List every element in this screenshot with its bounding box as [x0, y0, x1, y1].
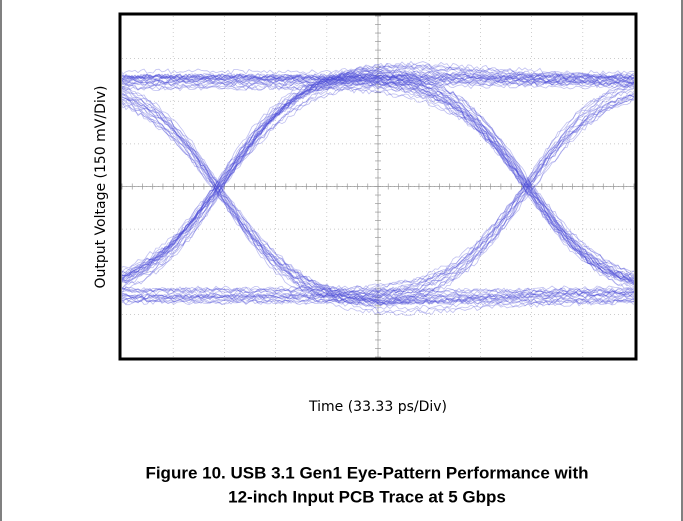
- eye-trace: [122, 79, 634, 280]
- x-axis-label: Time (33.33 ps/Div): [308, 399, 447, 415]
- eye-trace: [122, 90, 634, 316]
- eye-trace: [122, 74, 634, 82]
- eye-trace: [122, 71, 634, 283]
- eye-trace: [122, 69, 634, 281]
- eye-trace: [122, 98, 634, 306]
- eye-trace: [122, 74, 634, 82]
- eye-trace: [122, 78, 634, 285]
- eye-trace: [122, 93, 634, 305]
- eye-trace: [122, 68, 634, 284]
- eye-trace: [122, 98, 634, 299]
- eye-trace: [122, 299, 634, 306]
- eye-trace: [122, 73, 634, 286]
- eye-trace: [122, 101, 634, 305]
- plot-frame: [118, 12, 638, 361]
- eye-trace: [122, 74, 634, 285]
- eye-trace: [122, 73, 634, 80]
- eye-trace: [122, 73, 634, 287]
- eye-trace: [122, 70, 634, 269]
- eye-trace: [122, 73, 634, 283]
- eye-trace: [122, 72, 634, 80]
- eye-trace: [122, 98, 634, 295]
- eye-trace: [122, 76, 634, 275]
- eye-trace: [122, 101, 634, 306]
- eye-trace: [122, 77, 634, 277]
- y-axis-label: Output Voltage (150 mV/Div): [93, 85, 109, 288]
- eye-trace: [122, 84, 634, 277]
- eye-trace: [122, 64, 634, 279]
- eye-trace: [122, 292, 634, 300]
- eye-trace: [122, 77, 634, 281]
- eye-trace: [122, 74, 634, 285]
- eye-trace: [122, 94, 634, 304]
- eye-trace: [122, 293, 634, 300]
- eye-trace: [122, 80, 634, 87]
- eye-trace: [122, 88, 634, 311]
- eye-trace: [122, 82, 634, 300]
- eye-trace: [122, 86, 634, 301]
- eye-trace: [122, 68, 634, 286]
- eye-trace: [122, 94, 634, 292]
- eye-trace: [122, 87, 634, 302]
- eye-trace: [122, 297, 634, 304]
- eye-trace: [122, 83, 634, 90]
- eye-trace: [122, 70, 634, 281]
- eye-trace: [122, 75, 634, 83]
- eye-trace: [122, 73, 634, 279]
- eye-trace: [122, 93, 634, 314]
- eye-trace: [122, 291, 634, 298]
- eye-trace: [122, 78, 634, 85]
- eye-trace: [122, 67, 634, 285]
- eye-trace: [122, 92, 634, 301]
- scope-grid: [121, 15, 635, 358]
- eye-trace: [122, 77, 634, 85]
- eye-trace: [122, 62, 634, 281]
- eye-trace: [122, 82, 634, 304]
- eye-trace: [122, 68, 634, 288]
- eye-trace: [122, 99, 634, 302]
- eye-trace: [122, 287, 634, 294]
- eye-trace: [122, 74, 634, 81]
- eye-trace: [122, 80, 634, 88]
- eye-trace: [122, 74, 634, 282]
- eye-trace: [122, 80, 634, 87]
- eye-trace: [122, 295, 634, 303]
- eye-trace: [122, 64, 634, 283]
- eye-trace: [122, 60, 634, 278]
- eye-trace: [122, 73, 634, 80]
- eye-trace: [122, 96, 634, 305]
- eye-trace: [122, 294, 634, 301]
- eye-trace: [122, 78, 634, 85]
- eye-trace: [122, 82, 634, 279]
- eye-trace: [122, 97, 634, 297]
- eye-trace: [122, 96, 634, 293]
- eye-trace: [122, 94, 634, 296]
- eye-trace: [122, 65, 634, 289]
- eye-trace: [122, 83, 634, 307]
- caption-line: 12-inch Input PCB Trace at 5 Gbps: [228, 487, 506, 506]
- eye-trace: [122, 85, 634, 275]
- eye-trace: [122, 63, 634, 284]
- eye-trace: [122, 94, 634, 306]
- eye-trace: [122, 76, 634, 279]
- eye-trace: [122, 85, 634, 272]
- eye-trace: [122, 287, 634, 295]
- eye-trace: [122, 298, 634, 305]
- eye-trace: [122, 84, 634, 282]
- eye-trace: [122, 82, 634, 306]
- caption-line: Figure 10. USB 3.1 Gen1 Eye-Pattern Perf…: [145, 463, 588, 482]
- eye-traces: [122, 60, 634, 316]
- eye-trace: [122, 90, 634, 308]
- eye-trace: [122, 70, 634, 279]
- eye-trace: [122, 74, 634, 284]
- eye-trace: [122, 67, 634, 293]
- eye-trace: [122, 76, 634, 83]
- eye-trace: [122, 74, 634, 282]
- eye-trace: [122, 287, 634, 294]
- eye-trace: [122, 93, 634, 301]
- eye-trace: [122, 72, 634, 279]
- eye-trace: [122, 94, 634, 300]
